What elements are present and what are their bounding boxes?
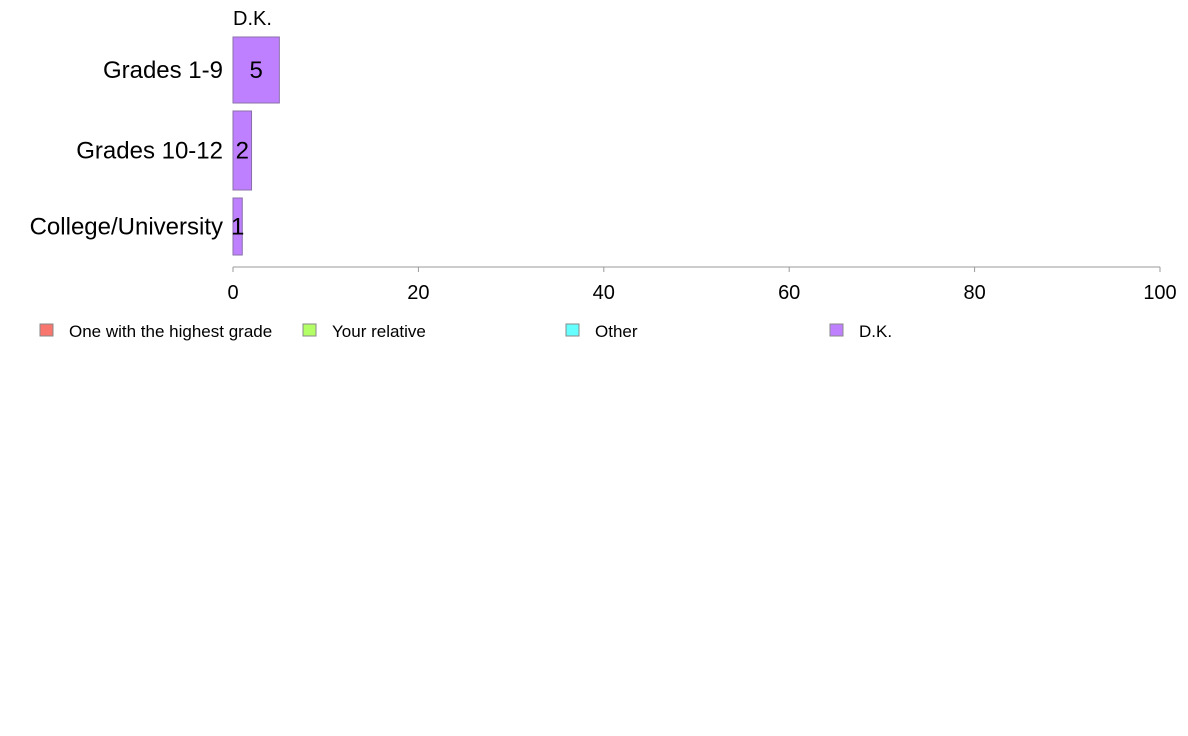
- legend-label: D.K.: [859, 322, 892, 341]
- x-tick-label: 80: [963, 282, 985, 304]
- x-tick-label: 20: [407, 282, 429, 304]
- legend: One with the highest grade Your relative O…: [39, 322, 892, 341]
- bar: [232, 110, 253, 191]
- bar-value-label: 1: [231, 214, 244, 241]
- legend-swatch: [39, 323, 54, 337]
- legend-swatch: [829, 323, 844, 337]
- series-header-label: D.K.: [233, 8, 272, 30]
- bar-value-label: 2: [236, 138, 249, 165]
- x-tick-label: 60: [778, 282, 800, 304]
- x-tick-label: 40: [593, 282, 615, 304]
- bar-value-label: 5: [249, 57, 262, 84]
- bar: [232, 36, 280, 104]
- legend-swatch: [565, 323, 580, 337]
- legend-swatch: [302, 323, 317, 337]
- x-tick-label: 0: [227, 282, 238, 304]
- x-tick-label: 100: [1143, 282, 1176, 304]
- category-label: College/University: [30, 214, 223, 241]
- legend-label: Your relative: [332, 322, 426, 341]
- bars-layer: 5 2 1: [231, 36, 280, 256]
- x-axis: 0 20 40 60 80 100: [227, 266, 1177, 304]
- category-label: Grades 10-12: [76, 138, 223, 165]
- legend-label: One with the highest grade: [69, 322, 272, 341]
- bar: [232, 197, 243, 256]
- legend-label: Other: [595, 322, 638, 341]
- category-label: Grades 1-9: [103, 57, 223, 84]
- series-header-layer: D.K.: [233, 8, 272, 30]
- category-labels: Grades 1-9 Grades 10-12 College/University: [30, 57, 223, 241]
